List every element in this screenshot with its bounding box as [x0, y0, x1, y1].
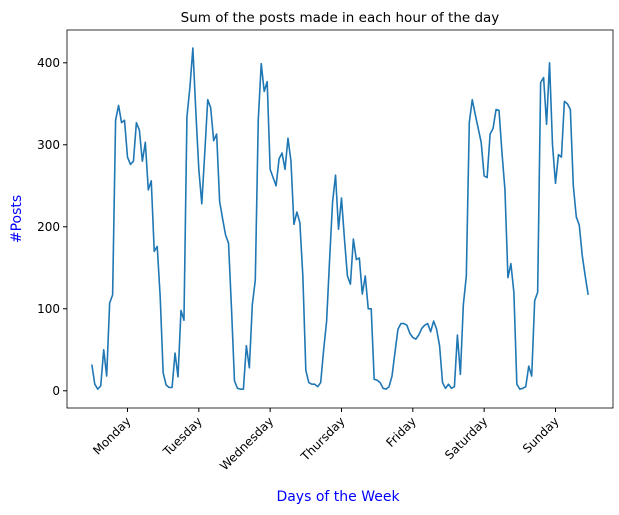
x-tick-label: Wednesday [217, 414, 276, 473]
y-tick-label: 300 [37, 138, 60, 152]
x-tick-label: Saturday [442, 414, 490, 462]
y-tick-label: 200 [37, 220, 60, 234]
chart-title: Sum of the posts made in each hour of th… [181, 10, 500, 26]
y-tick-label: 0 [52, 384, 60, 398]
plot-frame [66, 29, 614, 409]
x-tick-label: Sunday [520, 414, 562, 456]
x-tick-label: Monday [90, 414, 133, 457]
x-axis-label: Days of the Week [276, 489, 400, 505]
x-tick-label: Tuesday [160, 414, 205, 459]
y-tick-label: 100 [37, 302, 60, 316]
x-tick-label: Friday [383, 414, 419, 450]
y-tick-label: 400 [37, 56, 60, 70]
data-line [91, 47, 589, 390]
y-axis-label: #Posts [9, 195, 25, 243]
x-tick-label: Thursday [298, 414, 348, 464]
